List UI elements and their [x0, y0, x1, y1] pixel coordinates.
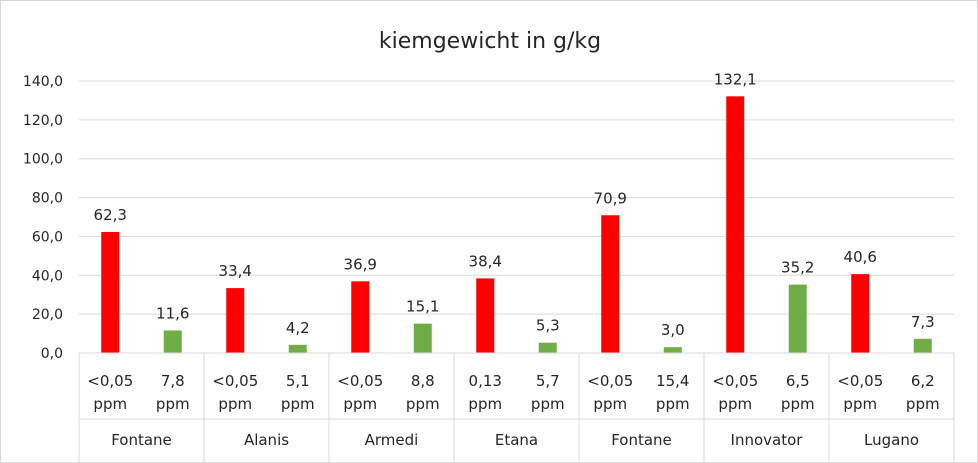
- category-unit-label: ppm: [843, 395, 877, 413]
- data-label: 36,9: [344, 255, 377, 273]
- data-label: 3,0: [661, 321, 685, 339]
- category-label: 6,2: [911, 372, 935, 390]
- bar: [538, 342, 557, 353]
- group-label: Fontane: [111, 431, 172, 449]
- category-label: 5,1: [286, 372, 310, 390]
- category-label: 5,7: [536, 372, 560, 390]
- gridlines: [79, 80, 954, 315]
- group-label: Lugano: [864, 431, 919, 449]
- category-unit-label: ppm: [281, 395, 315, 413]
- category-unit-label: ppm: [718, 395, 752, 413]
- data-label: 11,6: [156, 304, 189, 322]
- data-label: 38,4: [469, 252, 502, 270]
- group-label: Fontane: [611, 431, 672, 449]
- category-label: <0,05: [587, 372, 633, 390]
- category-unit-label: ppm: [406, 395, 440, 413]
- data-label: 4,2: [286, 319, 310, 337]
- category-label: 6,5: [786, 372, 810, 390]
- bar: [101, 231, 120, 353]
- data-label: 5,3: [536, 317, 560, 335]
- chart-title: kiemgewicht in g/kg: [379, 29, 601, 54]
- category-label: <0,05: [712, 372, 758, 390]
- y-tick-label: 0,0: [41, 346, 63, 362]
- data-label: 62,3: [94, 206, 127, 224]
- category-unit-label: ppm: [593, 395, 627, 413]
- y-axis: 0,0 20,0 40,0 60,0 80,0 100,0 120,0 140,0: [23, 74, 63, 362]
- category-label: 0,13: [469, 372, 502, 390]
- bar: [913, 338, 932, 353]
- bar: [663, 347, 682, 353]
- y-tick-label: 60,0: [32, 229, 63, 245]
- group-label: Etana: [495, 431, 538, 449]
- bar: [226, 288, 245, 353]
- bar: [476, 278, 495, 353]
- data-label: 33,4: [219, 262, 252, 280]
- category-label: <0,05: [837, 372, 883, 390]
- bar: [788, 284, 807, 353]
- bar: [288, 344, 307, 353]
- data-label: 70,9: [594, 189, 627, 207]
- category-unit-label: ppm: [93, 395, 127, 413]
- group-label: Armedi: [365, 431, 419, 449]
- category-unit-label: ppm: [531, 395, 565, 413]
- data-label: 7,3: [911, 313, 935, 331]
- category-label: <0,05: [87, 372, 133, 390]
- group-label: Innovator: [731, 431, 804, 449]
- category-unit-label: ppm: [656, 395, 690, 413]
- y-tick-label: 140,0: [23, 74, 63, 90]
- category-unit-label: ppm: [906, 395, 940, 413]
- y-tick-label: 20,0: [32, 307, 63, 323]
- x-axis: <0,05 ppm 7,8 ppm Fontane <0,05 ppm 5,1 ppm Alani…: [78, 352, 955, 462]
- y-tick-label: 80,0: [32, 191, 63, 207]
- group-label: Alanis: [244, 431, 289, 449]
- bar: [163, 330, 182, 353]
- bar: [851, 274, 870, 353]
- y-tick-label: 120,0: [23, 113, 63, 129]
- category-unit-label: ppm: [156, 395, 190, 413]
- bars: 62,3 11,6 33,4 4,2 36,9 15,1 38,4 5,3 70,9 3,0 132…: [94, 70, 935, 353]
- bar: [413, 323, 432, 353]
- y-tick-label: 40,0: [32, 268, 63, 284]
- data-label: 35,2: [781, 259, 814, 277]
- category-label: 15,4: [656, 372, 689, 390]
- category-label: 7,8: [161, 372, 185, 390]
- category-unit-label: ppm: [343, 395, 377, 413]
- category-unit-label: ppm: [781, 395, 815, 413]
- bar: [601, 215, 620, 353]
- data-label: 40,6: [844, 248, 877, 266]
- bar: [726, 96, 745, 353]
- bar: [351, 281, 370, 353]
- category-label: <0,05: [212, 372, 258, 390]
- category-unit-label: ppm: [468, 395, 502, 413]
- category-label: <0,05: [337, 372, 383, 390]
- category-unit-label: ppm: [218, 395, 252, 413]
- data-label: 15,1: [406, 298, 439, 316]
- data-label: 132,1: [714, 70, 757, 88]
- y-tick-label: 100,0: [23, 152, 63, 168]
- category-label: 8,8: [411, 372, 435, 390]
